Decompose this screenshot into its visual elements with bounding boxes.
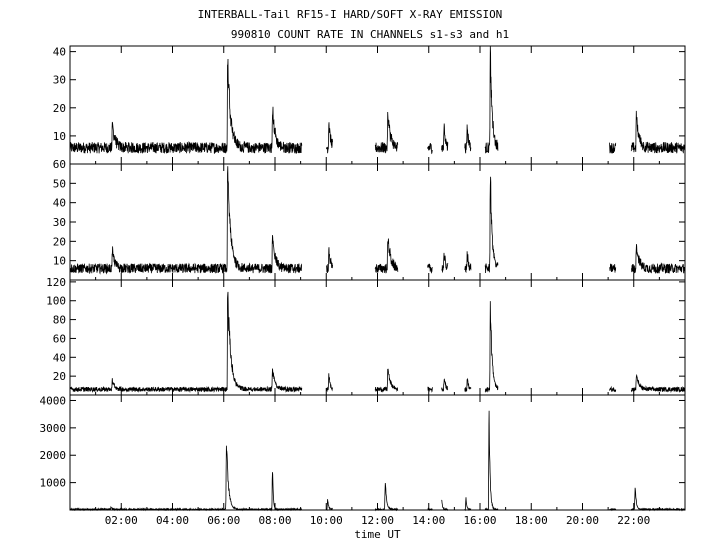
y-tick-label-s2: 10 (53, 255, 66, 268)
chart-subtitle: 990810 COUNT RATE IN CHANNELS s1-s3 and … (230, 28, 510, 41)
x-tick-label: 20:00 (566, 514, 599, 527)
series-line-s2 (69, 166, 686, 275)
y-tick-label-h1: 2000 (40, 449, 67, 462)
x-tick-label: 18:00 (515, 514, 548, 527)
y-tick-label-s2: 40 (53, 197, 66, 210)
panel-frame-s3 (69, 279, 686, 396)
x-tick-label: 04:00 (156, 514, 189, 527)
x-tick-label: 10:00 (310, 514, 343, 527)
x-tick-label: 14:00 (412, 514, 445, 527)
y-tick-label-h1: 4000 (40, 394, 67, 407)
y-tick-label-s2: 20 (53, 235, 66, 248)
x-tick-label: 08:00 (258, 514, 291, 527)
x-tick-label: 22:00 (617, 514, 650, 527)
y-tick-label-s3: 60 (53, 332, 66, 345)
series-line-s3 (69, 291, 686, 394)
y-tick-label-s2: 50 (53, 177, 66, 190)
series-line-s1 (69, 45, 686, 155)
y-tick-label-s1: 20 (53, 102, 66, 115)
panel-frame-s2 (69, 163, 686, 281)
y-tick-label-h1: 1000 (40, 477, 67, 490)
y-tick-label-s1: 30 (53, 74, 66, 87)
y-tick-label-s1: 40 (53, 46, 66, 59)
x-tick-label: 12:00 (361, 514, 394, 527)
chart-title: INTERBALL-Tail RF15-I HARD/SOFT X-RAY EM… (197, 8, 503, 21)
y-tick-label-s3: 80 (53, 314, 66, 327)
x-tick-label: 16:00 (463, 514, 496, 527)
x-tick-label: 02:00 (105, 514, 138, 527)
y-tick-label-h1: 3000 (40, 422, 67, 435)
series-line-h1 (69, 410, 686, 512)
y-tick-label-s3: 20 (53, 370, 66, 383)
y-tick-label-s3: 40 (53, 351, 66, 364)
x-axis-label: time UT (354, 528, 401, 541)
y-tick-label-s2: 60 (53, 158, 66, 171)
y-tick-label-s3: 100 (46, 295, 66, 308)
y-tick-label-s2: 30 (53, 216, 66, 229)
x-tick-label: 06:00 (207, 514, 240, 527)
panel-frame-h1 (69, 394, 686, 511)
y-tick-label-s3: 120 (46, 276, 66, 289)
y-tick-label-s1: 10 (53, 130, 66, 143)
